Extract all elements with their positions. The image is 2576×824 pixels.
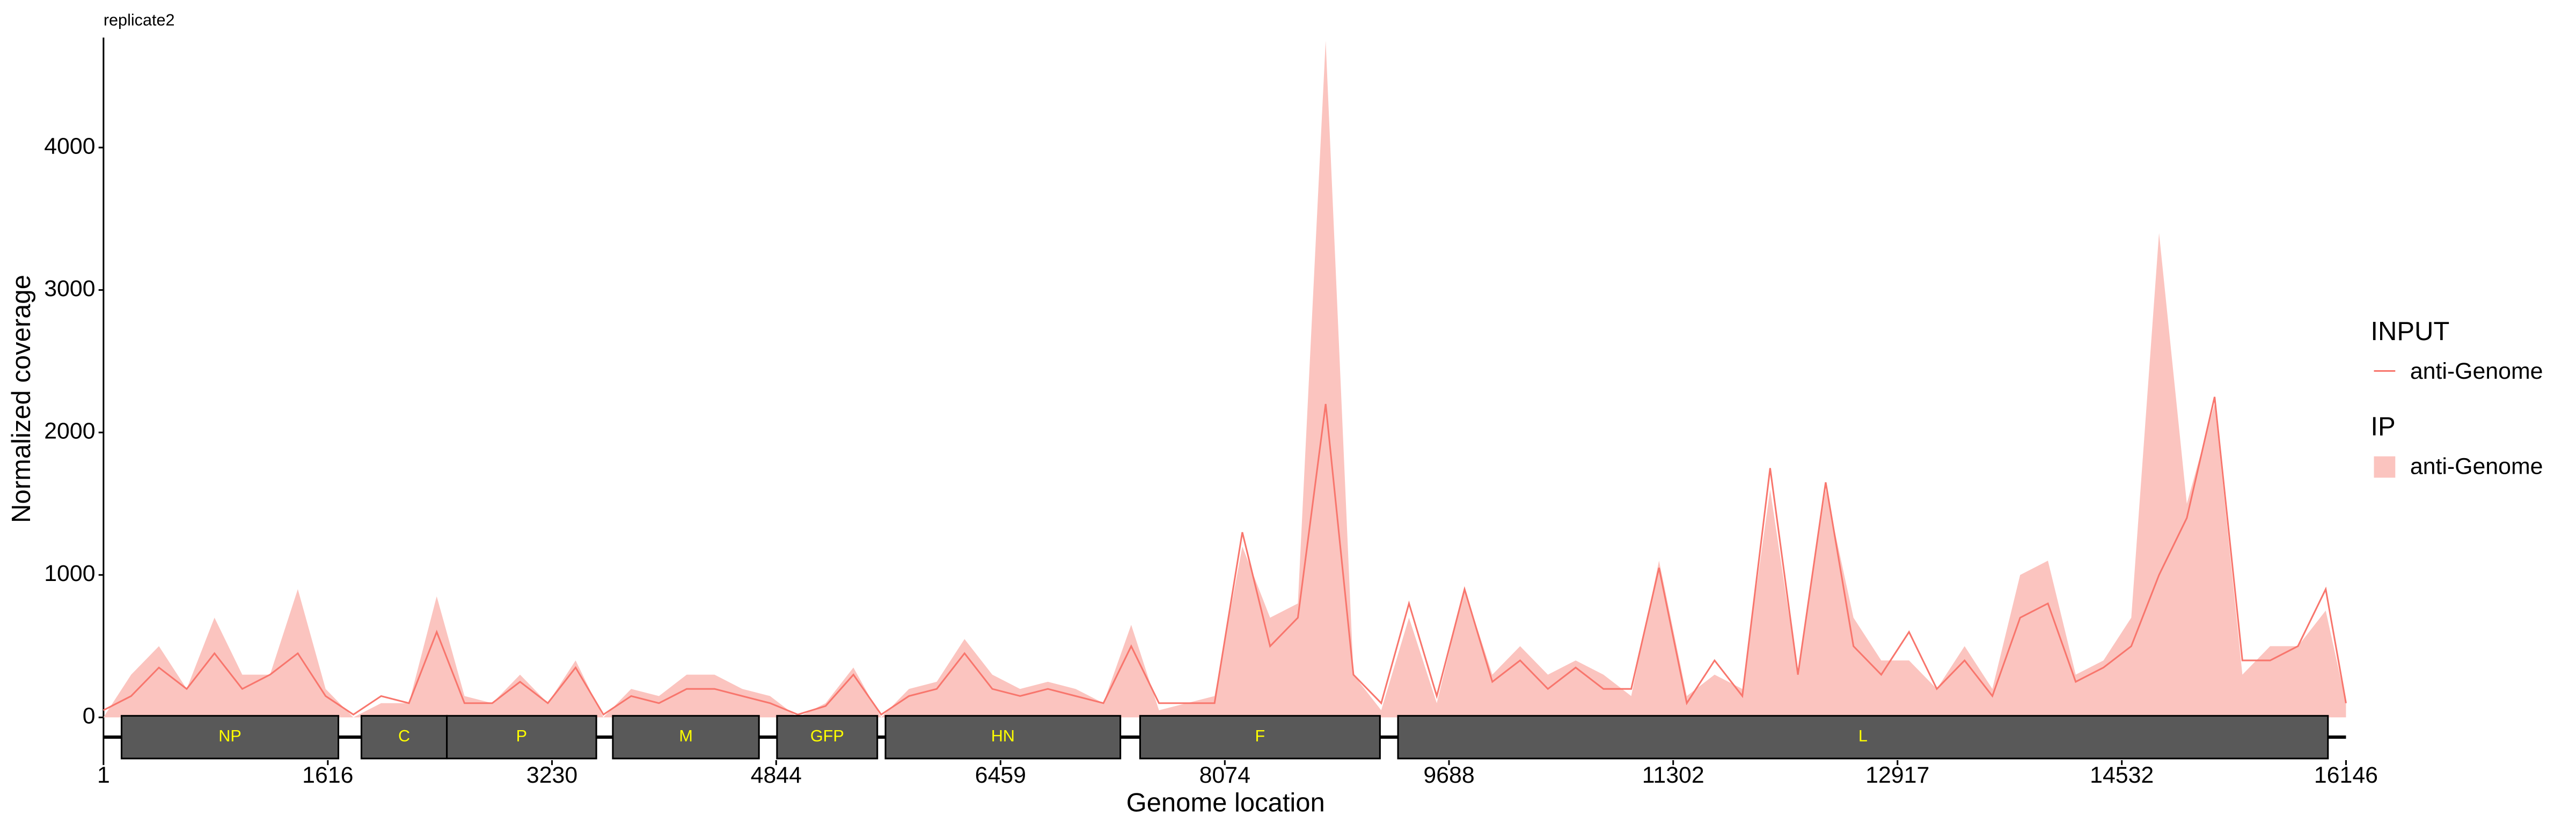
x-tick-label: 16146: [2314, 762, 2378, 788]
y-axis-label: Normalized coverage: [7, 275, 36, 523]
x-tick-label: 9688: [1423, 762, 1474, 788]
y-tick-label: 4000: [44, 133, 95, 159]
x-tick-label: 3230: [526, 762, 577, 788]
x-tick-label: 12917: [1865, 762, 1929, 788]
gene-box: [612, 715, 760, 760]
gene-label: L: [1858, 727, 1868, 745]
gene-label: HN: [991, 727, 1015, 745]
x-tick-label: 6459: [975, 762, 1026, 788]
x-tick-label: 4844: [751, 762, 802, 788]
gene-box: [776, 715, 879, 760]
chart-title: replicate2: [104, 11, 175, 30]
ip-area: [103, 40, 2346, 718]
gene-box: [884, 715, 1122, 760]
gene-label: P: [516, 727, 527, 745]
gene-box: [1139, 715, 1381, 760]
x-tick-label: 14532: [2090, 762, 2154, 788]
y-tick-label: 0: [83, 703, 96, 729]
gene-box: [360, 715, 448, 760]
legend-key: [2374, 456, 2396, 478]
gene-label: NP: [218, 727, 241, 745]
x-tick-label: 8074: [1199, 762, 1250, 788]
gene-label: M: [679, 727, 693, 745]
gene-label: GFP: [810, 727, 844, 745]
gene-box: [1397, 715, 2329, 760]
y-tick-label: 2000: [44, 418, 95, 444]
input-line: [103, 396, 2347, 716]
x-tick-label: 1: [97, 762, 110, 788]
gene-box: [446, 715, 597, 760]
y-tick-label: 1000: [44, 561, 95, 586]
gene-label: F: [1255, 727, 1265, 745]
legend-label: anti-Genome: [2410, 453, 2543, 479]
y-tick-label: 3000: [44, 276, 95, 301]
x-axis-label: Genome location: [1126, 789, 1325, 818]
gene-box: [120, 715, 340, 760]
x-tick-label: 1616: [302, 762, 353, 788]
legend-title: IP: [2370, 413, 2395, 442]
legend-title: INPUT: [2370, 317, 2449, 346]
x-tick-label: 11302: [1642, 762, 1704, 788]
gene-label: C: [398, 727, 410, 745]
legend-label: anti-Genome: [2410, 358, 2543, 384]
